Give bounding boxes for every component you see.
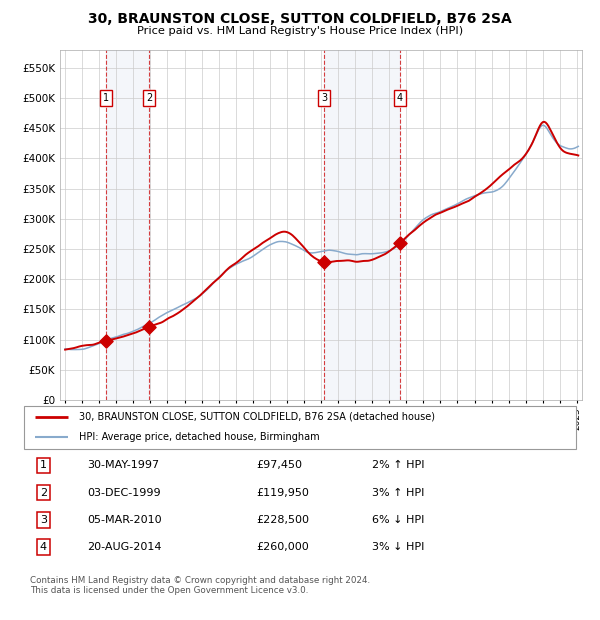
- Text: 3: 3: [40, 515, 47, 525]
- Text: £260,000: £260,000: [256, 542, 308, 552]
- Text: £228,500: £228,500: [256, 515, 309, 525]
- Text: 30, BRAUNSTON CLOSE, SUTTON COLDFIELD, B76 2SA: 30, BRAUNSTON CLOSE, SUTTON COLDFIELD, B…: [88, 12, 512, 27]
- Text: 03-DEC-1999: 03-DEC-1999: [88, 488, 161, 498]
- Text: £119,950: £119,950: [256, 488, 309, 498]
- Point: [144, 322, 154, 332]
- Text: 2% ↑ HPI: 2% ↑ HPI: [372, 461, 424, 471]
- Text: 2: 2: [146, 93, 152, 103]
- Point: [319, 257, 329, 267]
- Text: 1: 1: [103, 93, 109, 103]
- Text: 3% ↓ HPI: 3% ↓ HPI: [372, 542, 424, 552]
- Text: 3% ↑ HPI: 3% ↑ HPI: [372, 488, 424, 498]
- Text: 20-AUG-2014: 20-AUG-2014: [88, 542, 162, 552]
- Text: 6% ↓ HPI: 6% ↓ HPI: [372, 515, 424, 525]
- Point: [101, 336, 111, 346]
- Text: 1: 1: [40, 461, 47, 471]
- Bar: [324, 50, 400, 400]
- Bar: [106, 50, 149, 400]
- Text: 30-MAY-1997: 30-MAY-1997: [88, 461, 160, 471]
- Text: HPI: Average price, detached house, Birmingham: HPI: Average price, detached house, Birm…: [79, 432, 320, 443]
- Text: 2: 2: [40, 488, 47, 498]
- Text: £97,450: £97,450: [256, 461, 302, 471]
- Text: 4: 4: [40, 542, 47, 552]
- Text: Contains HM Land Registry data © Crown copyright and database right 2024.
This d: Contains HM Land Registry data © Crown c…: [29, 575, 370, 595]
- Text: 30, BRAUNSTON CLOSE, SUTTON COLDFIELD, B76 2SA (detached house): 30, BRAUNSTON CLOSE, SUTTON COLDFIELD, B…: [79, 412, 435, 422]
- Text: 05-MAR-2010: 05-MAR-2010: [88, 515, 162, 525]
- Text: 4: 4: [397, 93, 403, 103]
- Text: Price paid vs. HM Land Registry's House Price Index (HPI): Price paid vs. HM Land Registry's House …: [137, 26, 463, 36]
- Text: 3: 3: [321, 93, 327, 103]
- Point: [395, 238, 405, 248]
